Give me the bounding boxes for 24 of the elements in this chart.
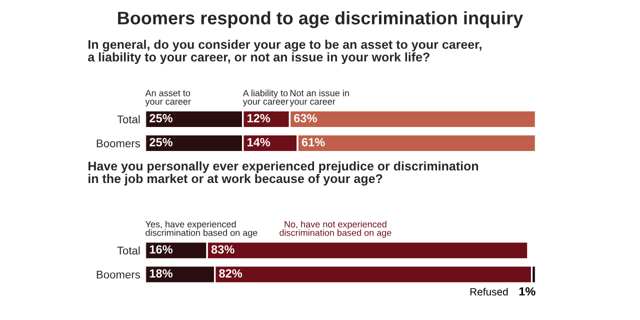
data-label: 25% [150, 138, 172, 146]
data-label: 1% [519, 287, 536, 296]
text: Refused [470, 288, 508, 296]
series-label: Yes, have experienced discrimination based on age [145, 220, 258, 238]
data-label: 16% [150, 245, 172, 254]
y-tick-label: Total [117, 115, 140, 124]
data-label: 25% [150, 114, 172, 122]
data-label: 82% [219, 269, 242, 278]
y-tick-label: Total [117, 246, 140, 255]
y-tick-label: Boomers [96, 140, 140, 148]
chart-subtitle: Have you personally ever experienced prejudice or discrimination in the job market or at work because of your age? [88, 161, 478, 186]
data-label: 14% [248, 138, 270, 146]
series-label: No, have not experienced discrimination based on age [280, 220, 392, 238]
series-label: A liability to your career [242, 90, 288, 106]
data-label: 63% [294, 114, 317, 122]
data-label: 18% [150, 269, 172, 278]
chart-subtitle: In general, do you consider your age to be an asset to your career, a liability to your career, or not an issue in your work life? [88, 40, 482, 64]
chart-title: Boomers respond to age discrimination inquiry [118, 11, 524, 28]
y-tick-label: Boomers [96, 270, 140, 279]
series-label: An asset to your career [145, 90, 191, 106]
data-label: 12% [248, 114, 270, 122]
series-label: Not an issue in your career [290, 90, 349, 106]
data-label: 61% [302, 138, 325, 146]
data-label: 83% [211, 245, 234, 254]
